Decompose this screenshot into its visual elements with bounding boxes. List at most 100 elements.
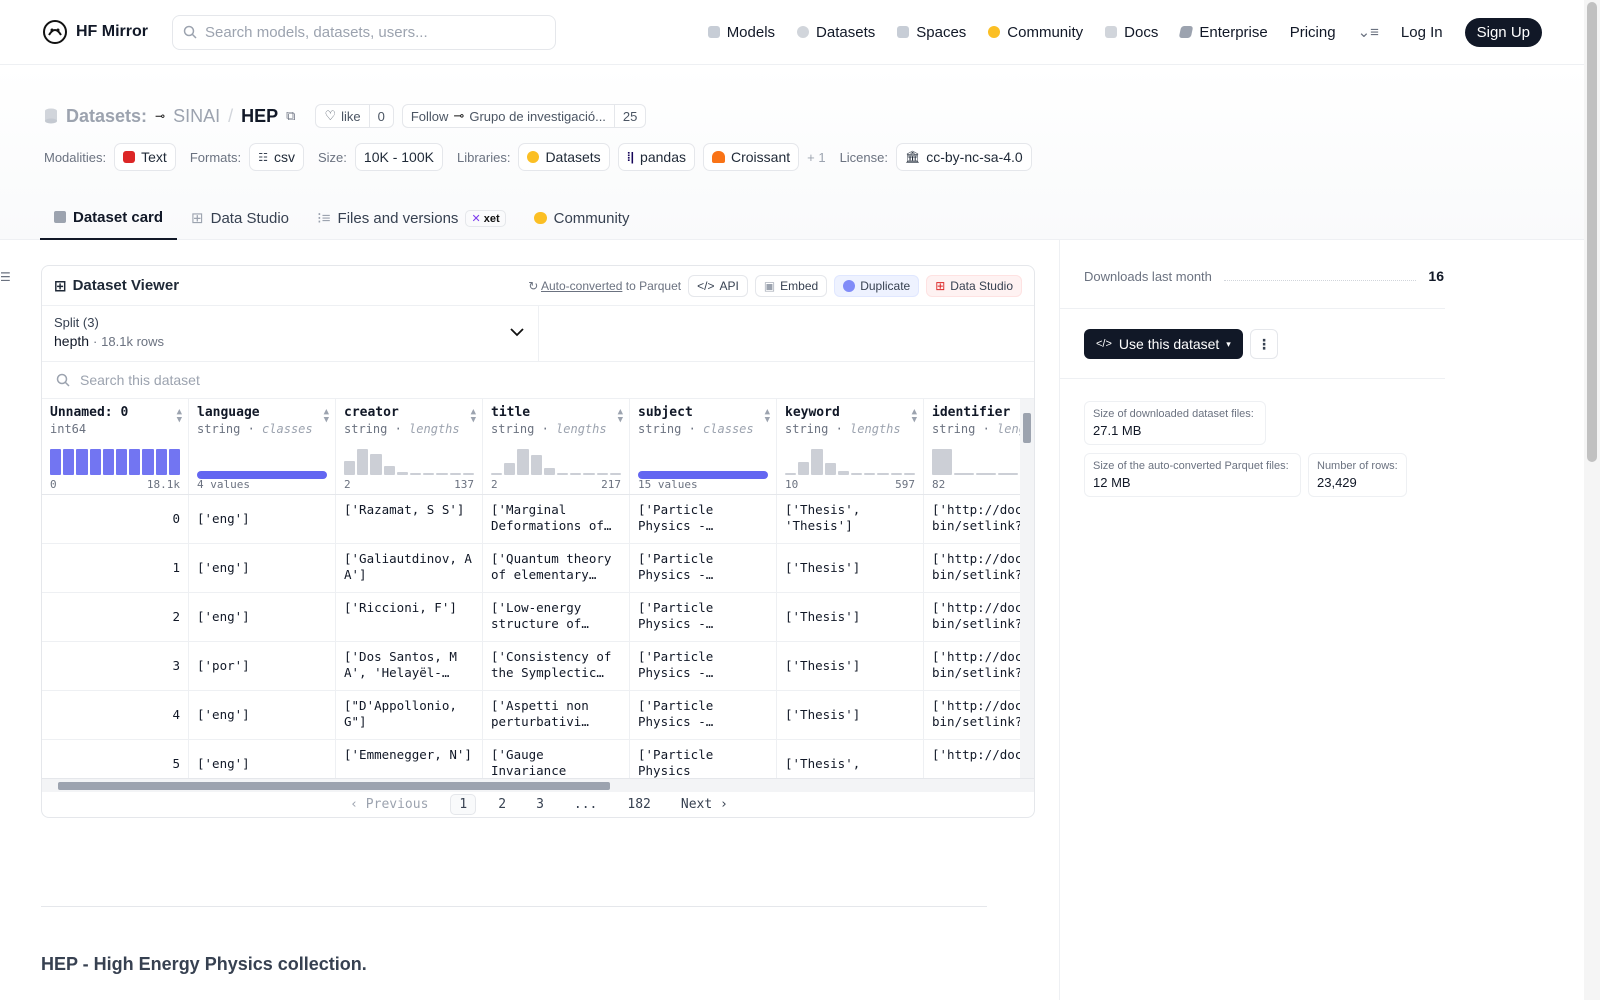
copy-icon[interactable]: ⧉ bbox=[286, 108, 296, 123]
table-cell[interactable]: ['Particle Physics - Theory'] bbox=[630, 691, 777, 739]
histogram-bar[interactable] bbox=[864, 473, 876, 475]
histogram-bar[interactable] bbox=[609, 473, 622, 475]
sort-icon[interactable]: ▲ ▼ bbox=[470, 407, 476, 425]
table-cell[interactable]: ['http://docu bin/setlink?… bbox=[924, 642, 1022, 690]
nav-docs[interactable]: Docs bbox=[1105, 24, 1158, 41]
nav-datasets[interactable]: Datasets bbox=[797, 24, 875, 41]
histogram-bar[interactable] bbox=[543, 468, 556, 475]
page-button-2[interactable]: 2 bbox=[498, 796, 507, 812]
histogram-bar[interactable] bbox=[116, 449, 128, 475]
histogram-bar[interactable] bbox=[129, 449, 141, 475]
table-cell[interactable]: ['Particle Physics - Theory'] bbox=[630, 593, 777, 641]
library-tag-pandas[interactable]: ⁞| pandas bbox=[617, 143, 695, 171]
histogram-bar[interactable] bbox=[410, 473, 422, 475]
format-tag[interactable]: ☷ csv bbox=[249, 143, 304, 171]
histogram-bar[interactable] bbox=[491, 473, 503, 475]
histogram-bar[interactable] bbox=[530, 455, 542, 475]
use-this-dataset-button[interactable]: </> Use this dataset ▾ bbox=[1084, 329, 1243, 359]
column-header-creator[interactable]: creator string · lengths ▲ ▼ 2 137 bbox=[336, 399, 483, 494]
auto-converted-link[interactable]: Auto-converted bbox=[541, 278, 623, 293]
duplicate-button[interactable]: Duplicate bbox=[834, 274, 920, 297]
global-search-input[interactable]: Search models, datasets, users... bbox=[172, 14, 556, 50]
histogram-bar[interactable] bbox=[396, 472, 409, 475]
table-cell[interactable]: ['Particle Physics - Theory'] bbox=[630, 544, 777, 592]
histogram-bar[interactable] bbox=[785, 473, 797, 475]
column-header-language[interactable]: language string · classes ▲ ▼ 4 values bbox=[189, 399, 336, 494]
embed-button[interactable]: ▣ Embed bbox=[754, 274, 828, 297]
tab-dataset-card[interactable]: Dataset card bbox=[40, 196, 178, 240]
more-options-button[interactable]: ⋮ bbox=[1250, 329, 1278, 359]
table-cell[interactable]: ['Thesis', 'Thesis'] bbox=[777, 495, 924, 543]
table-row[interactable]: 4 ['eng'] ["D'Appollonio, G"] ['Aspetti non… bbox=[42, 691, 1022, 740]
table-cell[interactable]: ['Quantum theory of elementary… bbox=[483, 544, 630, 592]
histogram-bar[interactable] bbox=[449, 473, 461, 475]
nav-pricing[interactable]: Pricing bbox=[1290, 24, 1336, 41]
histogram-bar[interactable] bbox=[811, 449, 823, 475]
repo-name-link[interactable]: HEP bbox=[241, 105, 279, 126]
histogram-bar[interactable] bbox=[436, 473, 448, 475]
table-cell[interactable]: ['eng'] bbox=[189, 740, 336, 778]
table-cell[interactable]: ['Riccioni, F'] bbox=[336, 593, 483, 641]
sort-icon[interactable]: ▲ ▼ bbox=[323, 407, 329, 425]
histogram-bar[interactable] bbox=[155, 449, 167, 475]
table-cell[interactable]: ['eng'] bbox=[189, 593, 336, 641]
histogram-bar[interactable] bbox=[976, 473, 996, 475]
histogram-bar[interactable] bbox=[570, 473, 582, 475]
histogram-bar[interactable] bbox=[102, 449, 115, 475]
libraries-more[interactable]: + 1 bbox=[807, 149, 826, 165]
histogram-bar[interactable] bbox=[998, 473, 1018, 475]
table-cell[interactable]: ['Aspetti non perturbativi dell… bbox=[483, 691, 630, 739]
sort-icon[interactable]: ▲ ▼ bbox=[176, 407, 182, 425]
table-cell[interactable]: ['eng'] bbox=[189, 544, 336, 592]
nav-community[interactable]: Community bbox=[988, 24, 1083, 41]
table-cell[interactable]: ['Thesis'] bbox=[777, 544, 924, 592]
table-cell[interactable]: 2 bbox=[42, 593, 189, 641]
library-tag-croissant[interactable]: Croissant bbox=[702, 143, 800, 171]
license-tag[interactable]: 🏛 cc-by-nc-sa-4.0 bbox=[895, 143, 1032, 171]
size-tag[interactable]: 10K - 100K bbox=[354, 143, 443, 171]
histogram-bar[interactable] bbox=[462, 473, 475, 475]
column-header-identifier[interactable]: identifier string · leng 82 bbox=[924, 399, 1022, 494]
scroll-thumb[interactable] bbox=[1023, 413, 1031, 443]
page-button-last[interactable]: 182 bbox=[627, 796, 651, 812]
sort-icon[interactable]: ▲ ▼ bbox=[617, 407, 623, 425]
histogram-bar[interactable] bbox=[557, 473, 569, 475]
histogram-bar[interactable] bbox=[344, 461, 356, 475]
nav-enterprise[interactable]: Enterprise bbox=[1179, 24, 1268, 41]
histogram-bar[interactable] bbox=[50, 449, 62, 475]
table-cell[interactable]: ['Thesis'] bbox=[777, 691, 924, 739]
table-cell[interactable]: ['eng'] bbox=[189, 691, 336, 739]
page-button-1[interactable]: 1 bbox=[450, 793, 477, 815]
histogram-bar[interactable] bbox=[851, 473, 863, 475]
table-cell[interactable]: 0 bbox=[42, 495, 189, 543]
table-cell[interactable]: ['Marginal Deformations of… bbox=[483, 495, 630, 543]
histogram-bar[interactable] bbox=[583, 473, 595, 475]
table-cell[interactable]: ['Razamat, S S'] bbox=[336, 495, 483, 543]
histogram-bar[interactable] bbox=[504, 463, 516, 475]
table-cell[interactable]: ['Emmenegger, N'] bbox=[336, 740, 483, 778]
data-studio-button[interactable]: ⊞ Data Studio bbox=[926, 274, 1022, 297]
table-cell[interactable]: 1 bbox=[42, 544, 189, 592]
modality-tag[interactable]: Text bbox=[114, 143, 176, 171]
login-link[interactable]: Log In bbox=[1401, 24, 1443, 41]
table-row[interactable]: 3 ['por'] ['Dos Santos, M A', 'Helayël-Net… bbox=[42, 642, 1022, 691]
table-cell[interactable]: ['Thesis'] bbox=[777, 642, 924, 690]
table-vertical-scrollbar[interactable] bbox=[1020, 399, 1034, 778]
histogram-bar[interactable] bbox=[798, 462, 810, 475]
histogram-bar[interactable] bbox=[357, 449, 369, 475]
api-button[interactable]: </> API bbox=[688, 274, 748, 297]
table-row[interactable]: 1 ['eng'] ['Galiautdinov, A A'] ['Quantum t… bbox=[42, 544, 1022, 593]
histogram-bar[interactable] bbox=[370, 454, 382, 475]
next-page-button[interactable]: Next › bbox=[680, 796, 728, 812]
histogram-bar[interactable] bbox=[89, 449, 101, 475]
table-cell[interactable]: 4 bbox=[42, 691, 189, 739]
table-row[interactable]: 2 ['eng'] ['Riccioni, F'] ['Low-energy stru… bbox=[42, 593, 1022, 642]
sort-icon[interactable]: ▲ ▼ bbox=[911, 407, 917, 425]
tab-data-studio[interactable]: ⊞ Data Studio bbox=[177, 196, 303, 240]
table-cell[interactable]: ['http://docu bin/setlink?… bbox=[924, 544, 1022, 592]
sidebar-toggle-icon[interactable]: ☰ bbox=[0, 270, 11, 284]
table-cell[interactable]: ['http://docu bin/setlink?… bbox=[924, 691, 1022, 739]
nav-models[interactable]: Models bbox=[707, 24, 775, 41]
histogram-bar[interactable] bbox=[824, 463, 836, 475]
scroll-thumb[interactable] bbox=[1587, 2, 1597, 462]
